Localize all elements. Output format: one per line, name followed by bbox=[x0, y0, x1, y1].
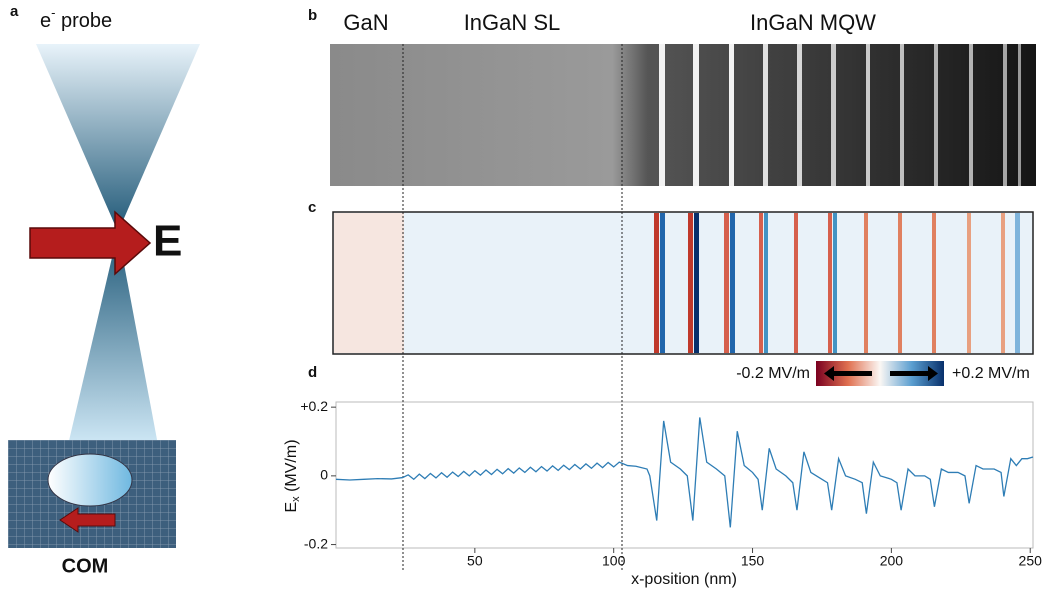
panel-label: a bbox=[10, 3, 19, 20]
colorbar-arrow bbox=[890, 366, 938, 381]
y-label-sub: x bbox=[290, 496, 302, 502]
haadf-wells bbox=[659, 44, 1021, 186]
field-label: E bbox=[153, 217, 182, 266]
region-label: InGaN MQW bbox=[750, 10, 876, 35]
x-tick-label: 150 bbox=[741, 553, 765, 569]
probe-rest: probe bbox=[55, 10, 112, 32]
region-label: InGaN SL bbox=[464, 10, 561, 35]
probe-sup: - bbox=[51, 5, 55, 20]
panel-label: b bbox=[308, 7, 317, 24]
y-tick-label: +0.2 bbox=[300, 398, 328, 414]
region-label: GaN bbox=[343, 10, 388, 35]
x-axis-label: x-position (nm) bbox=[631, 571, 737, 588]
field-map-wells bbox=[654, 213, 1020, 353]
panel-label: c bbox=[308, 199, 316, 216]
probe-main: e bbox=[40, 10, 51, 32]
com-arrow bbox=[59, 507, 116, 533]
colorbar-arrow bbox=[824, 366, 872, 381]
colorbar-label: -0.2 MV/m bbox=[736, 365, 810, 382]
panel-label: d bbox=[308, 364, 317, 381]
probe-label: e- probe bbox=[40, 5, 112, 32]
x-tick-label: 200 bbox=[880, 553, 904, 569]
com-spot bbox=[47, 453, 133, 507]
y-label-unit: (MV/m) bbox=[283, 439, 300, 496]
haadf-image bbox=[330, 44, 1036, 186]
y-tick-label: 0 bbox=[320, 467, 328, 483]
probe-cone bbox=[36, 44, 200, 232]
plot: +0.2 0 -0.2 50 100 150 200 250 bbox=[300, 398, 1042, 569]
y-label-main: E bbox=[283, 502, 300, 513]
y-axis-label: Ex (MV/m) bbox=[283, 439, 302, 512]
x-tick-label: 250 bbox=[1019, 553, 1043, 569]
field-map bbox=[332, 211, 1034, 355]
x-tick-label: 100 bbox=[602, 553, 626, 569]
field-map-region bbox=[334, 213, 404, 353]
plot-frame bbox=[335, 401, 1034, 549]
field-arrow bbox=[29, 210, 152, 276]
x-tick-label: 50 bbox=[467, 553, 483, 569]
colorbar-label: +0.2 MV/m bbox=[952, 365, 1030, 382]
probe-cone bbox=[68, 232, 158, 445]
data-line bbox=[335, 417, 1034, 528]
com-label: COM bbox=[62, 555, 109, 577]
y-tick-label: -0.2 bbox=[304, 535, 328, 551]
